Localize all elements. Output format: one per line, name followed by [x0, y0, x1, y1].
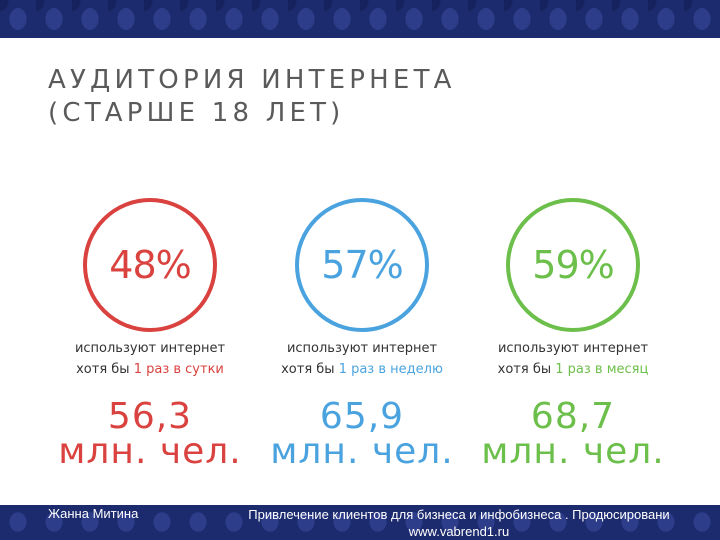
audience-amount: 56,3 млн. чел.: [35, 396, 265, 472]
footer-description: Привлечение клиентов для бизнеса и инфоб…: [198, 506, 720, 540]
percent-value: 59%: [532, 243, 614, 287]
amount-unit: млн. чел.: [58, 431, 242, 472]
slide-title-line-2: (СТАРШЕ 18 ЛЕТ): [48, 98, 345, 128]
usage-caption: используют интернет хотя бы 1 раз в сутк…: [35, 338, 265, 380]
slide-title: АУДИТОРИЯ ИНТЕРНЕТА (СТАРШЕ 18 ЛЕТ): [48, 64, 456, 130]
usage-caption: используют интернет хотя бы 1 раз в неде…: [247, 338, 477, 380]
caption-highlight: 1 раз в неделю: [338, 362, 443, 377]
stat-daily: 48% используют интернет хотя бы 1 раз в …: [35, 198, 265, 472]
caption-prefix: хотя бы: [76, 362, 134, 377]
caption-line-1: используют интернет: [286, 341, 438, 356]
amount-unit: млн. чел.: [481, 431, 665, 472]
percent-value: 48%: [109, 243, 191, 287]
amount-number: 56,3: [107, 396, 193, 437]
audience-amount: 68,7 млн. чел.: [458, 396, 688, 472]
footer-website: www.vabrend1.ru: [408, 524, 510, 539]
caption-highlight: 1 раз в месяц: [555, 362, 649, 377]
usage-caption: используют интернет хотя бы 1 раз в меся…: [458, 338, 688, 380]
amount-number: 68,7: [530, 396, 616, 437]
caption-line-2: хотя бы 1 раз в неделю: [247, 359, 477, 380]
caption-line-1: используют интернет: [497, 341, 649, 356]
caption-line-2: хотя бы 1 раз в сутки: [35, 359, 265, 380]
top-decorative-band: [0, 0, 720, 38]
percent-value: 57%: [321, 243, 403, 287]
caption-line-2: хотя бы 1 раз в месяц: [458, 359, 688, 380]
percent-ring: 57%: [295, 198, 429, 332]
audience-amount: 65,9 млн. чел.: [247, 396, 477, 472]
footer-author: Жанна Митина: [48, 506, 139, 521]
caption-prefix: хотя бы: [281, 362, 339, 377]
bottom-decorative-band: [0, 505, 720, 540]
amount-number: 65,9: [319, 396, 405, 437]
caption-line-1: используют интернет: [74, 341, 226, 356]
percent-ring: 59%: [506, 198, 640, 332]
caption-highlight: 1 раз в сутки: [133, 362, 224, 377]
stat-monthly: 59% используют интернет хотя бы 1 раз в …: [458, 198, 688, 472]
amount-unit: млн. чел.: [270, 431, 454, 472]
stat-weekly: 57% используют интернет хотя бы 1 раз в …: [247, 198, 477, 472]
caption-prefix: хотя бы: [497, 362, 556, 377]
slide-title-line-1: АУДИТОРИЯ ИНТЕРНЕТА: [48, 65, 456, 95]
percent-ring: 48%: [83, 198, 217, 332]
footer-description-line-1: Привлечение клиентов для бизнеса и инфоб…: [248, 507, 670, 522]
